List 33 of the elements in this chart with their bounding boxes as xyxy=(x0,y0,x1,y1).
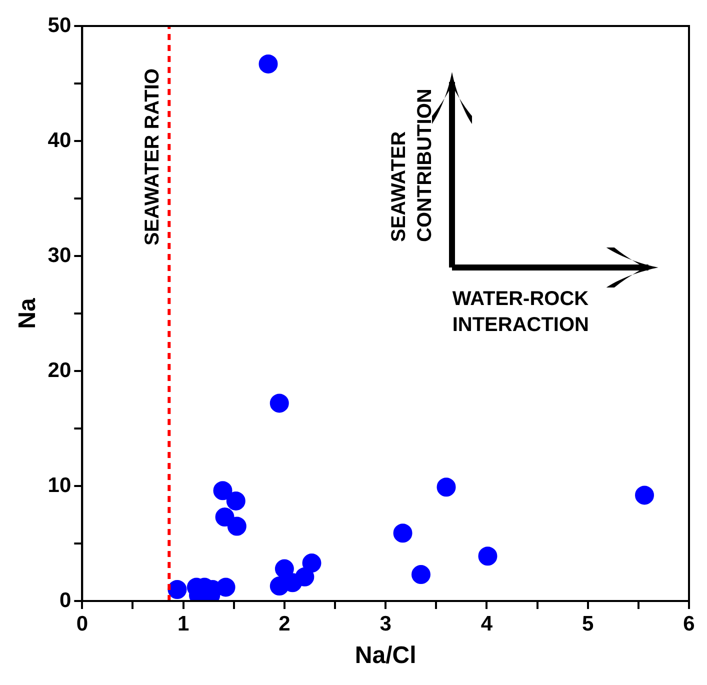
point xyxy=(227,516,246,536)
point xyxy=(270,576,289,596)
point xyxy=(274,559,294,578)
x-tick-label: 2 xyxy=(278,612,290,636)
point xyxy=(411,565,430,584)
y-tick-label: 10 xyxy=(48,474,72,497)
point xyxy=(215,508,234,527)
point xyxy=(635,486,654,505)
x-axis-title: Na/Cl xyxy=(354,642,416,670)
y-tick-label: 0 xyxy=(59,588,72,612)
point xyxy=(302,554,322,573)
point xyxy=(258,54,278,74)
ref-line-label: SEAWATER RATIO xyxy=(140,68,164,246)
x-tick-label: 5 xyxy=(582,612,594,636)
y-tick-label: 50 xyxy=(48,14,72,37)
x-tick-label: 6 xyxy=(683,612,695,636)
point xyxy=(393,524,412,543)
annotation: WATER-ROCK INTERACTION xyxy=(452,286,590,338)
annotation: SEAWATER CONTRIBUTION xyxy=(387,87,438,242)
point xyxy=(226,491,246,510)
point xyxy=(270,394,289,413)
x-tick-label: 4 xyxy=(480,612,493,636)
y-axis-title: Na xyxy=(14,298,42,329)
x-tick-label: 0 xyxy=(76,612,88,636)
point xyxy=(213,481,232,500)
point xyxy=(168,580,187,599)
y-tick-label: 30 xyxy=(48,244,72,267)
x-tick-label: 1 xyxy=(177,612,190,636)
y-tick-label: 20 xyxy=(48,358,72,382)
point xyxy=(478,546,498,566)
y-tick-label: 40 xyxy=(48,128,72,152)
point xyxy=(436,478,456,497)
x-tick-label: 3 xyxy=(380,612,392,636)
